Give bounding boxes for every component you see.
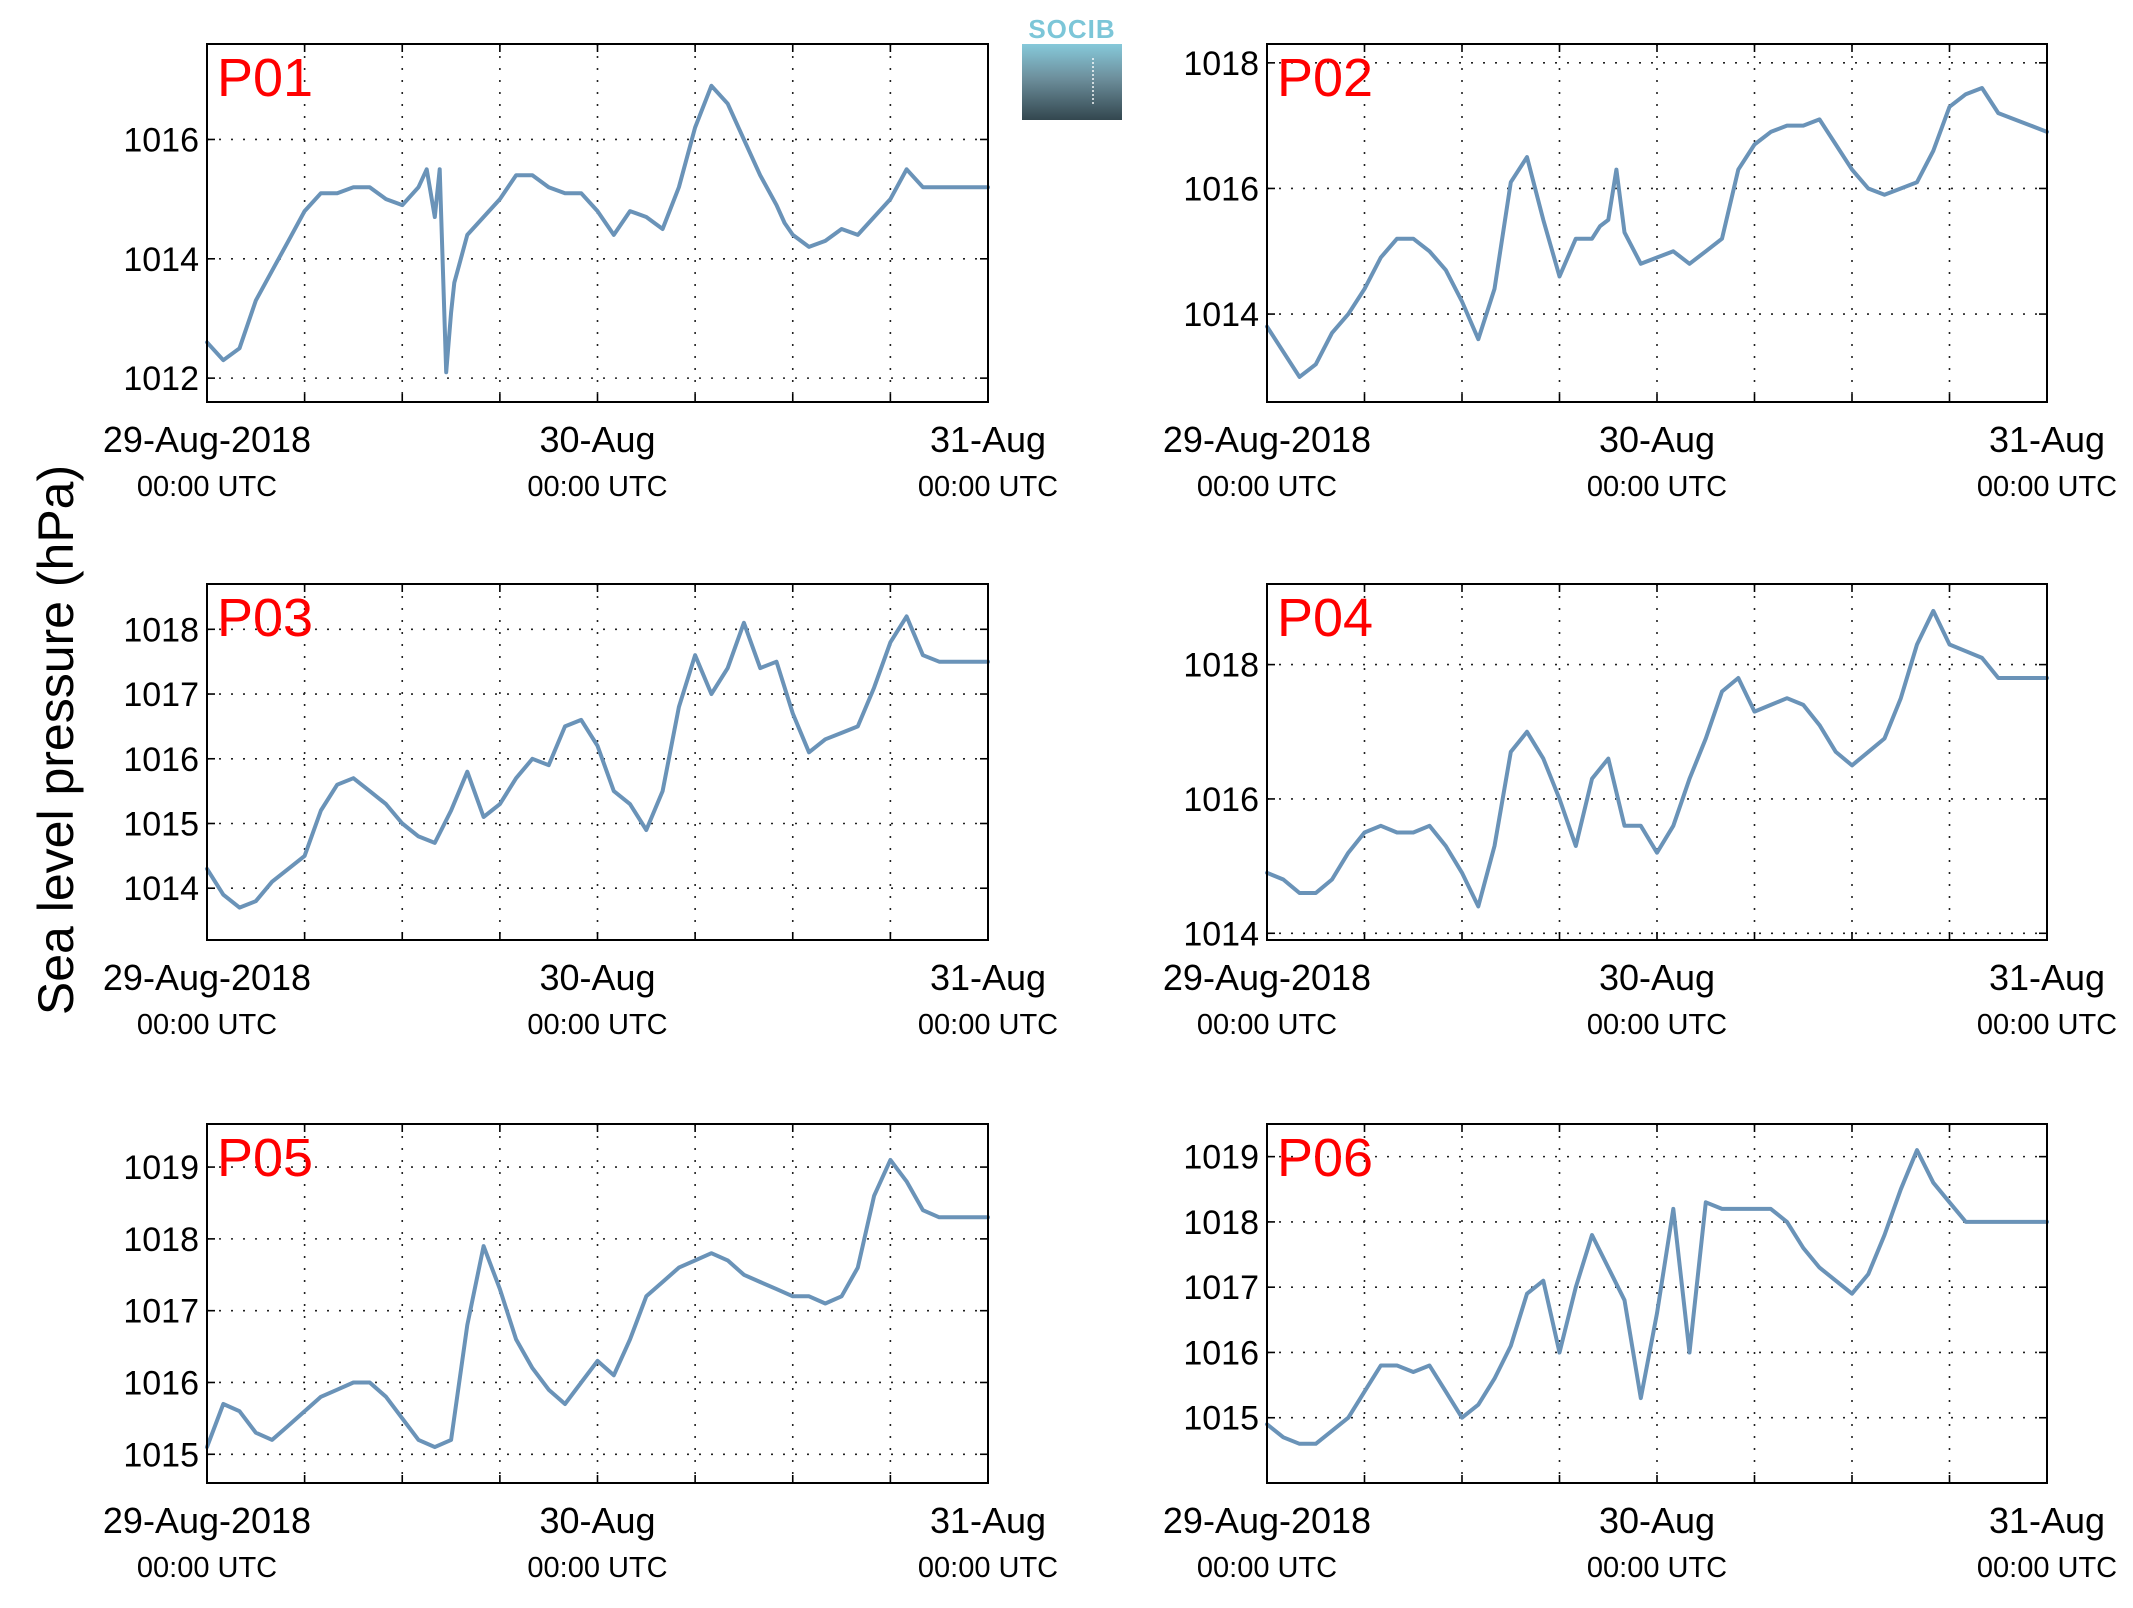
pressure-series-line [205,614,990,910]
pressure-series-line [1265,608,2049,909]
logo-text: SOCIB [1028,14,1116,44]
x-tick-sublabel: 00:00 UTC [1587,471,1727,503]
panel-3: 1014 1015 1016 1017 1018 P03 29-Aug-2018 00:00 … [103,583,1058,1041]
axes-frame [206,1123,989,1484]
logo-line [1092,58,1094,104]
panel-4: 1014 1016 1018 P04 29-Aug-2018 00:00 UTC 30-Au… [1163,583,2117,1041]
x-tick-label: 31-Aug [1989,419,2105,460]
y-tick-label: 1018 [123,611,199,649]
x-tick-label: 30-Aug [1599,957,1715,998]
x-tick-label: 31-Aug [930,419,1046,460]
x-tick-label: 29-Aug-2018 [103,419,311,460]
axes-frame [206,583,989,941]
x-tick-sublabel: 00:00 UTC [1197,1009,1337,1041]
x-tick-label: 30-Aug [1599,1500,1715,1541]
y-tick-label: 1016 [123,741,199,779]
axes-frame [206,43,989,403]
x-tick-sublabel: 00:00 UTC [527,1552,667,1584]
y-tick-label: 1017 [123,676,199,714]
y-tick-label: 1016 [123,1364,199,1402]
pressure-series-line [205,1157,990,1450]
x-tick-label: 31-Aug [930,957,1046,998]
panel-label: P01 [217,48,313,108]
x-tick-sublabel: 00:00 UTC [1587,1009,1727,1041]
panel-label: P05 [217,1128,313,1188]
y-tick-label: 1016 [123,121,199,159]
panel-6: 1015 1016 1017 1018 1019 P06 29-Aug-2018 00:00 … [1163,1123,2117,1584]
x-tick-label: 30-Aug [539,957,655,998]
y-tick-label: 1018 [123,1221,199,1259]
axes-frame [1266,583,2048,941]
panel-label: P03 [217,588,313,648]
y-tick-label: 1016 [1183,170,1259,208]
y-tick-label: 1015 [123,1436,199,1474]
x-tick-sublabel: 00:00 UTC [918,1009,1058,1041]
x-tick-sublabel: 00:00 UTC [1977,1009,2117,1041]
x-tick-sublabel: 00:00 UTC [918,1552,1058,1584]
y-tick-label: 1015 [123,805,199,843]
x-tick-sublabel: 00:00 UTC [137,1552,277,1584]
axes-frame [1266,1123,2048,1484]
x-tick-label: 29-Aug-2018 [103,957,311,998]
x-tick-sublabel: 00:00 UTC [137,1009,277,1041]
x-tick-sublabel: 00:00 UTC [137,471,277,503]
y-tick-label: 1017 [123,1293,199,1331]
x-tick-label: 30-Aug [539,1500,655,1541]
pressure-series-line [1265,86,2049,379]
x-tick-label: 31-Aug [1989,957,2105,998]
panel-label: P02 [1277,48,1373,108]
y-tick-label: 1016 [1183,781,1259,819]
panel-5: 1015 1016 1017 1018 1019 P05 29-Aug-2018 00:00 … [103,1123,1058,1584]
socib-logo: SOCIB [1022,14,1122,120]
pressure-series-line [205,83,990,375]
panel-label: P06 [1277,1128,1373,1188]
x-tick-sublabel: 00:00 UTC [1197,1552,1337,1584]
panel-2: 1014 1016 1018 P02 29-Aug-2018 00:00 UTC 30-Au… [1163,43,2117,503]
y-tick-label: 1012 [123,360,199,398]
pressure-series-line [1265,1148,2049,1446]
panel-1: 1012 1014 1016 P01 29-Aug-2018 00:00 UTC 30-Au… [103,43,1058,503]
x-tick-label: 31-Aug [930,1500,1046,1541]
x-tick-label: 30-Aug [539,419,655,460]
x-tick-sublabel: 00:00 UTC [527,471,667,503]
x-tick-sublabel: 00:00 UTC [1977,471,2117,503]
x-tick-sublabel: 00:00 UTC [1197,471,1337,503]
x-tick-sublabel: 00:00 UTC [918,471,1058,503]
x-tick-label: 29-Aug-2018 [103,1500,311,1541]
y-tick-label: 1018 [1183,1204,1259,1242]
y-tick-label: 1019 [123,1149,199,1187]
y-tick-label: 1019 [1183,1139,1259,1177]
logo-block [1022,44,1122,120]
x-tick-sublabel: 00:00 UTC [527,1009,667,1041]
y-tick-label: 1014 [1183,296,1259,334]
x-tick-label: 30-Aug [1599,419,1715,460]
panel-label: P04 [1277,588,1373,648]
x-tick-label: 29-Aug-2018 [1163,419,1371,460]
y-tick-label: 1016 [1183,1334,1259,1372]
y-tick-label: 1014 [123,870,199,908]
y-tick-label: 1015 [1183,1400,1259,1438]
y-tick-label: 1018 [1183,45,1259,83]
y-tick-label: 1018 [1183,647,1259,685]
x-tick-sublabel: 00:00 UTC [1977,1552,2117,1584]
x-tick-label: 29-Aug-2018 [1163,1500,1371,1541]
y-tick-label: 1014 [123,241,199,279]
x-tick-label: 31-Aug [1989,1500,2105,1541]
axes-frame [1266,43,2048,403]
x-tick-label: 29-Aug-2018 [1163,957,1371,998]
y-tick-label: 1014 [1183,915,1259,953]
x-tick-sublabel: 00:00 UTC [1587,1552,1727,1584]
y-tick-label: 1017 [1183,1269,1259,1307]
